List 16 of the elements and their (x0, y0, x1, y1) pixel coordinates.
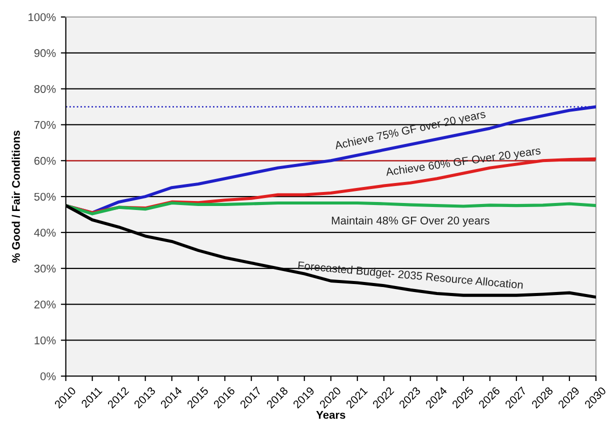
y-tick-label: 60% (34, 156, 56, 165)
y-tick-label: 30% (34, 264, 56, 273)
y-tick-label: 70% (34, 121, 56, 129)
series-label: Maintain 48% GF Over 20 years (332, 216, 490, 227)
y-tick-label: 80% (34, 85, 56, 93)
y-axis-title: % Good / Fair Conditions (12, 130, 20, 263)
line-series (66, 201, 596, 216)
y-tick-label: 20% (34, 300, 56, 308)
y-tick-label: 90% (34, 49, 56, 58)
series-label: Forecasted Budget- 2035 Resource Allocation (298, 261, 524, 292)
y-tick-label: 0% (40, 372, 56, 380)
y-tick-label: 10% (34, 336, 56, 344)
x-axis-title: Years (316, 411, 346, 419)
y-tick-label: 100% (28, 13, 56, 22)
y-tick-label: 50% (34, 192, 56, 201)
y-tick-label: 40% (34, 228, 56, 237)
